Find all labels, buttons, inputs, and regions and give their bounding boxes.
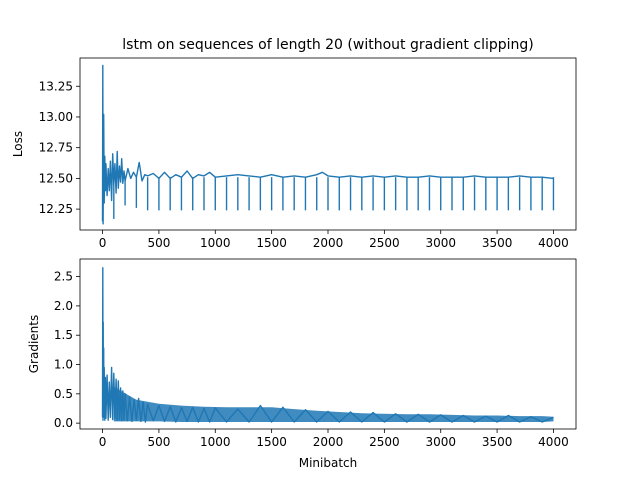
- gradients-y-tick-label: 2.5: [54, 270, 73, 284]
- gradients-x-tick-label: 2500: [369, 435, 400, 449]
- gradients-y-axis-label: Gradients: [27, 315, 41, 373]
- gradients-y-tick-label: 2.0: [54, 299, 73, 313]
- loss-x-tick-label: 4000: [538, 236, 569, 250]
- gradients-y-tick-label: 1.5: [54, 328, 73, 342]
- loss-series-line: [101, 64, 554, 225]
- gradients-series-line: [101, 267, 554, 423]
- loss-y-axis-label: Loss: [11, 131, 25, 157]
- loss-chart-panel: lstm on sequences of length 20 (without …: [11, 37, 577, 250]
- gradients-y-tick-label: 1.0: [54, 358, 73, 372]
- gradients-axis-ticks: 0 500 1000 1500 2000 2500 3000 3500 4000 0.0 0.5 1.…: [54, 270, 569, 449]
- loss-x-tick-label: 2500: [369, 236, 400, 250]
- loss-plot-frame: [79, 57, 577, 231]
- loss-series-group: [101, 64, 555, 225]
- gradients-x-tick-label: 0: [99, 435, 107, 449]
- gradients-series-group: [101, 267, 554, 423]
- loss-x-tick-label: 3500: [482, 236, 513, 250]
- loss-x-tick-label: 1500: [256, 236, 287, 250]
- loss-chart-title: lstm on sequences of length 20 (without …: [122, 37, 533, 53]
- gradients-chart-panel: Gradients Minibatch 0 500 1000 1500 2000 2500…: [27, 258, 577, 470]
- gradients-x-tick-label: 3000: [425, 435, 456, 449]
- gradients-x-tick-label: 1500: [256, 435, 287, 449]
- loss-y-tick-label: 12.50: [39, 171, 73, 185]
- loss-axis-ticks: 0 500 1000 1500 2000 2500 3000 3500 4000 12.25 12.…: [39, 79, 569, 250]
- loss-x-tick-label: 0: [99, 236, 107, 250]
- gradients-x-tick-label: 3500: [482, 435, 513, 449]
- gradients-y-tick-label: 0.0: [54, 416, 73, 430]
- gradients-x-tick-label: 1000: [200, 435, 231, 449]
- gradients-noise-band: [113, 386, 554, 422]
- loss-x-tick-label: 1000: [200, 236, 231, 250]
- loss-y-tick-label: 12.25: [39, 202, 73, 216]
- gradients-x-tick-label: 4000: [538, 435, 569, 449]
- loss-x-tick-label: 2000: [313, 236, 344, 250]
- loss-y-tick-label: 12.75: [39, 141, 73, 155]
- gradients-plot-frame: [79, 258, 577, 430]
- gradients-x-axis-label: Minibatch: [299, 456, 358, 470]
- loss-y-tick-label: 13.25: [39, 79, 73, 93]
- gradients-y-tick-label: 0.5: [54, 387, 73, 401]
- loss-y-tick-label: 13.00: [39, 110, 73, 124]
- gradients-x-tick-label: 500: [147, 435, 170, 449]
- loss-x-tick-label: 500: [147, 236, 170, 250]
- loss-x-tick-label: 3000: [425, 236, 456, 250]
- gradients-x-tick-label: 2000: [313, 435, 344, 449]
